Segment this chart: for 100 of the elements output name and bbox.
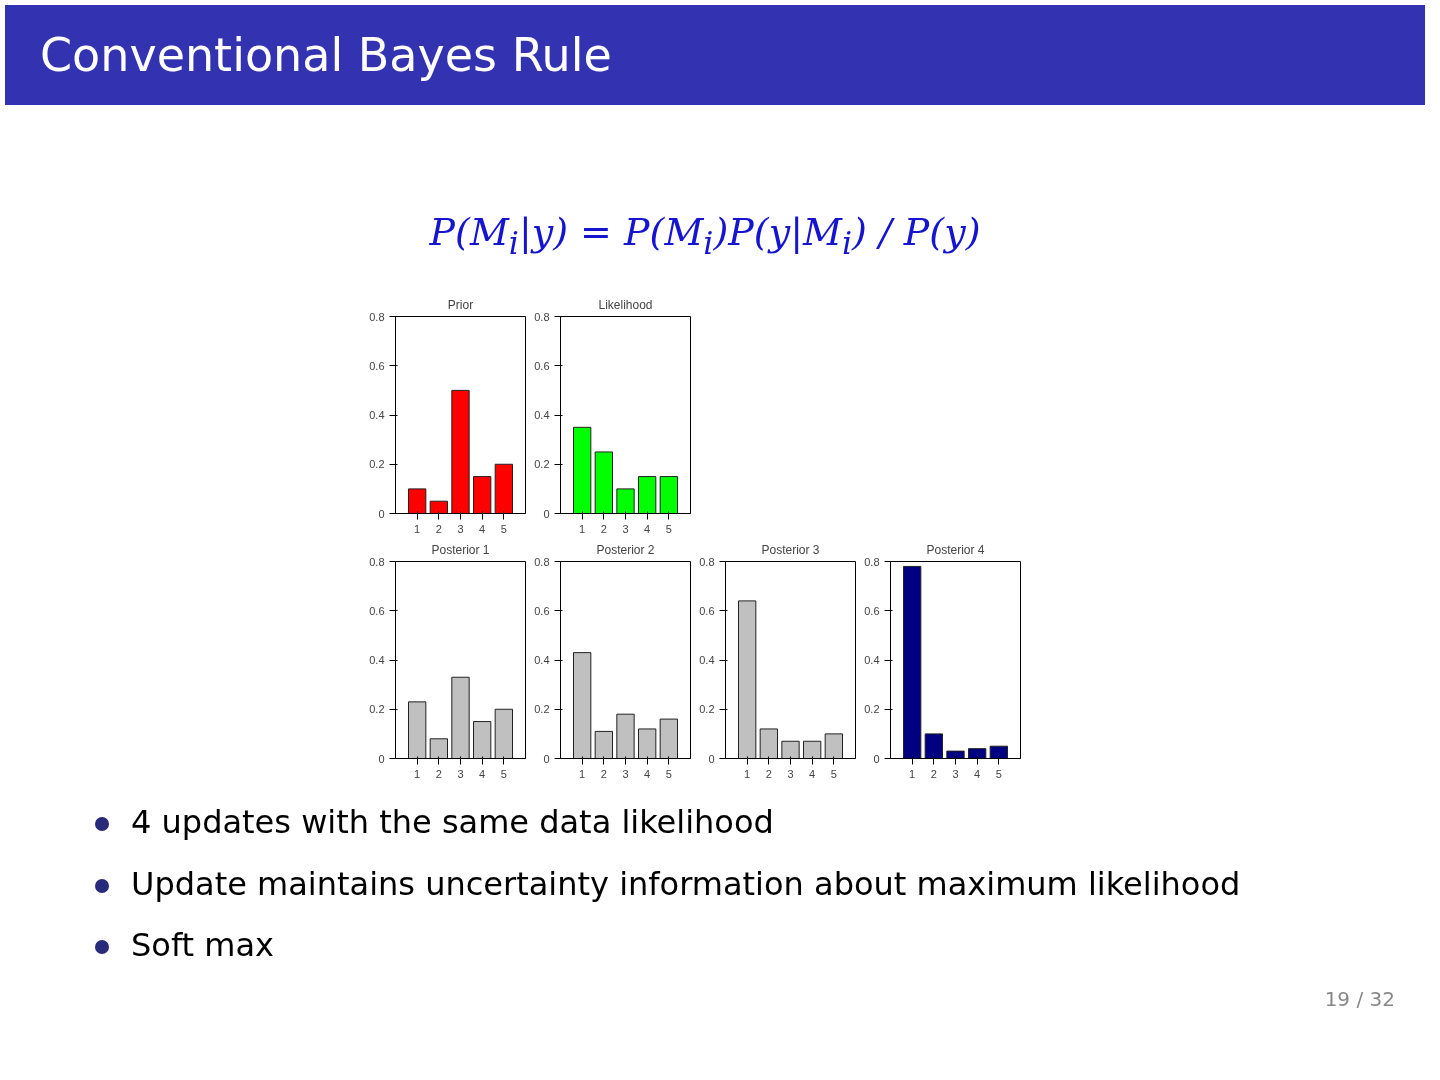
chart-title: Likelihood (598, 297, 653, 312)
bar (451, 389, 470, 514)
y-tick-label: 0.2 (699, 703, 715, 716)
bar (968, 748, 987, 759)
bar (659, 718, 678, 759)
bar (659, 476, 678, 514)
x-tick-label: 4 (974, 767, 981, 780)
bar (738, 600, 757, 759)
x-tick-label: 1 (909, 767, 916, 780)
y-tick-label: 0.6 (369, 359, 385, 372)
x-tick-label: 5 (665, 522, 672, 535)
x-tick-label: 2 (765, 767, 772, 780)
bar (408, 488, 427, 514)
bar (946, 750, 965, 759)
bar (924, 733, 943, 759)
y-tick-label: 0.2 (369, 703, 385, 716)
x-tick-label: 5 (500, 767, 507, 780)
bar (451, 676, 470, 759)
x-tick-label: 3 (622, 767, 629, 780)
x-tick-label: 4 (644, 522, 651, 535)
x-tick-label: 1 (744, 767, 751, 780)
bar (759, 728, 778, 759)
x-tick-label: 1 (579, 767, 586, 780)
bar (781, 740, 800, 759)
y-tick-label: 0.6 (699, 604, 715, 617)
y-tick-label: 0 (543, 507, 550, 520)
y-tick-label: 0.2 (369, 458, 385, 471)
text: 4 updates with the same data likelihood (131, 803, 774, 841)
x-tick-label: 5 (995, 767, 1002, 780)
y-tick-label: 0 (873, 752, 880, 765)
x-tick-label: 1 (414, 522, 421, 535)
bar (594, 451, 613, 514)
x-tick-label: 1 (414, 767, 421, 780)
y-tick-label: 0.2 (534, 458, 550, 471)
bar (429, 500, 448, 514)
y-tick-label: 0.4 (864, 654, 880, 666)
bar (594, 730, 613, 759)
y-tick-label: 0 (543, 752, 550, 765)
x-tick-label: 2 (600, 767, 607, 780)
x-tick-label: 4 (644, 767, 651, 780)
y-tick-label: 0.6 (369, 604, 385, 617)
chart-title: Posterior 4 (926, 542, 985, 557)
x-tick-label: 2 (930, 767, 937, 780)
y-tick-label: 0.6 (534, 604, 550, 617)
x-tick-label: 4 (479, 767, 486, 780)
bar (473, 476, 492, 514)
bar (824, 733, 843, 759)
bar (494, 708, 513, 759)
text: P(M$_{i}$|y) = P(M$_{i}$)P(y|M$_{i}$) / P(y) (429, 209, 981, 263)
x-tick-label: 5 (665, 767, 672, 780)
y-tick-label: 0.2 (864, 703, 880, 716)
y-tick-label: 0 (708, 752, 715, 765)
bar (408, 701, 427, 759)
x-tick-label: 3 (952, 767, 959, 780)
y-tick-label: 0.4 (534, 409, 550, 421)
x-tick-label: 3 (787, 767, 794, 780)
chart-title: Posterior 3 (761, 542, 820, 557)
y-tick-label: 0.4 (699, 654, 715, 666)
text: Conventional Bayes Rule (40, 27, 612, 84)
y-tick-label: 0.8 (534, 555, 550, 568)
bar (638, 476, 657, 514)
bar (429, 738, 448, 759)
chart-title: Posterior 2 (596, 542, 655, 557)
bar (903, 565, 922, 759)
x-tick-label: 3 (457, 767, 464, 780)
y-tick-label: 0.6 (534, 359, 550, 372)
y-tick-label: 0.4 (369, 409, 385, 421)
x-tick-label: 5 (830, 767, 837, 780)
y-tick-label: 0.4 (369, 654, 385, 666)
bar (989, 745, 1008, 759)
y-tick-label: 0.6 (864, 604, 880, 617)
bar (473, 721, 492, 759)
y-tick-label: 0.8 (699, 555, 715, 568)
y-tick-label: 0.8 (369, 555, 385, 568)
x-tick-label: 4 (809, 767, 816, 780)
x-tick-label: 4 (479, 522, 486, 535)
x-tick-label: 2 (435, 522, 442, 535)
y-tick-label: 0 (378, 507, 385, 520)
x-tick-label: 5 (500, 522, 507, 535)
y-tick-label: 0.8 (369, 310, 385, 323)
y-tick-label: 0.2 (534, 703, 550, 716)
bar (638, 728, 657, 759)
bar (616, 488, 635, 514)
chart-title: Posterior 1 (431, 542, 490, 557)
x-tick-label: 2 (435, 767, 442, 780)
x-tick-label: 1 (579, 522, 586, 535)
bar (573, 652, 592, 759)
y-tick-label: 0.8 (864, 555, 880, 568)
x-tick-label: 3 (457, 522, 464, 535)
y-tick-label: 0 (378, 752, 385, 765)
chart-title: Prior (447, 297, 474, 312)
text: 19 / 32 (1324, 986, 1395, 1013)
bar (573, 426, 592, 514)
x-tick-label: 3 (622, 522, 629, 535)
x-tick-label: 2 (600, 522, 607, 535)
y-tick-label: 0.4 (534, 654, 550, 666)
bar (616, 713, 635, 759)
y-tick-label: 0.8 (534, 310, 550, 323)
bar (803, 740, 822, 759)
text: Soft max (131, 926, 275, 965)
